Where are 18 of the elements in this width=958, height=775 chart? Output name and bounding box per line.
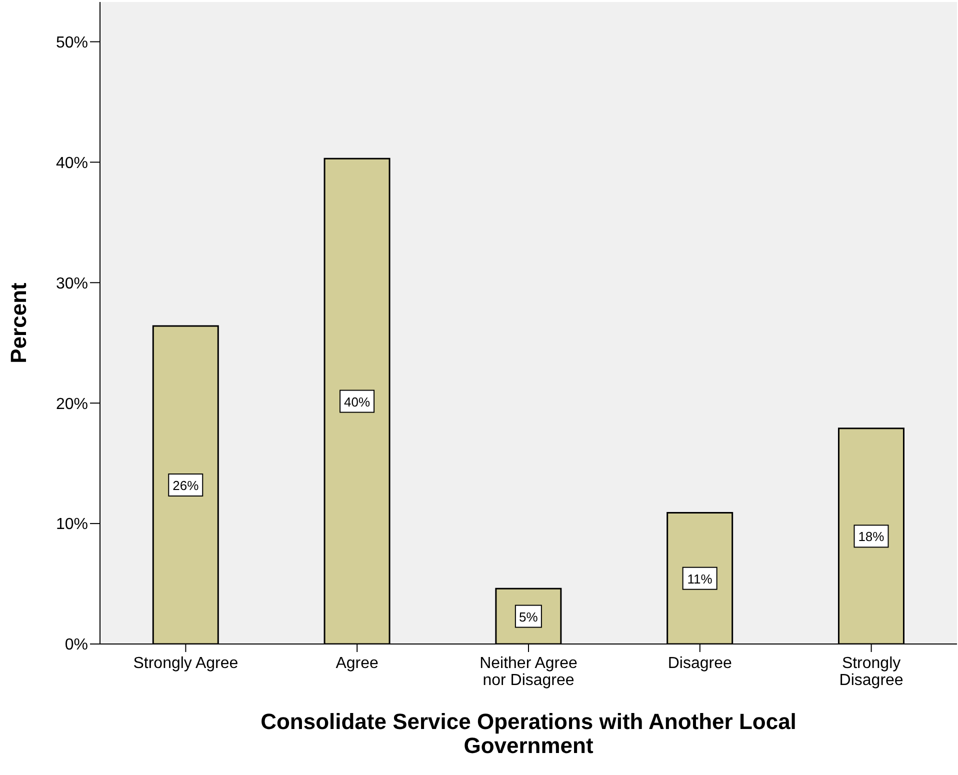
x-tick-label: Strongly Disagree	[839, 655, 904, 689]
x-axis-title: Consolidate Service Operations with Another Local Government	[260, 709, 796, 758]
data-label: 26%	[172, 478, 200, 494]
x-tick-label: Strongly Agree	[133, 655, 238, 672]
y-tick-label: 20%	[56, 396, 88, 413]
data-label: 11%	[687, 571, 713, 586]
x-tick-label: Agree	[336, 655, 379, 672]
y-tick-label: 10%	[56, 516, 88, 534]
y-axis-title: Percent	[6, 282, 31, 364]
data-label: 40%	[344, 394, 370, 410]
y-tick-label: 50%	[56, 34, 88, 52]
data-label: 5%	[519, 609, 538, 624]
x-tick-label: Disagree	[668, 655, 732, 672]
y-tick-label: 0%	[64, 636, 88, 654]
x-tick-label: Neither Agree nor Disagree	[480, 655, 578, 689]
data-label: 18%	[858, 529, 885, 544]
y-tick-label: 40%	[56, 154, 88, 172]
y-tick-label: 30%	[56, 275, 88, 292]
